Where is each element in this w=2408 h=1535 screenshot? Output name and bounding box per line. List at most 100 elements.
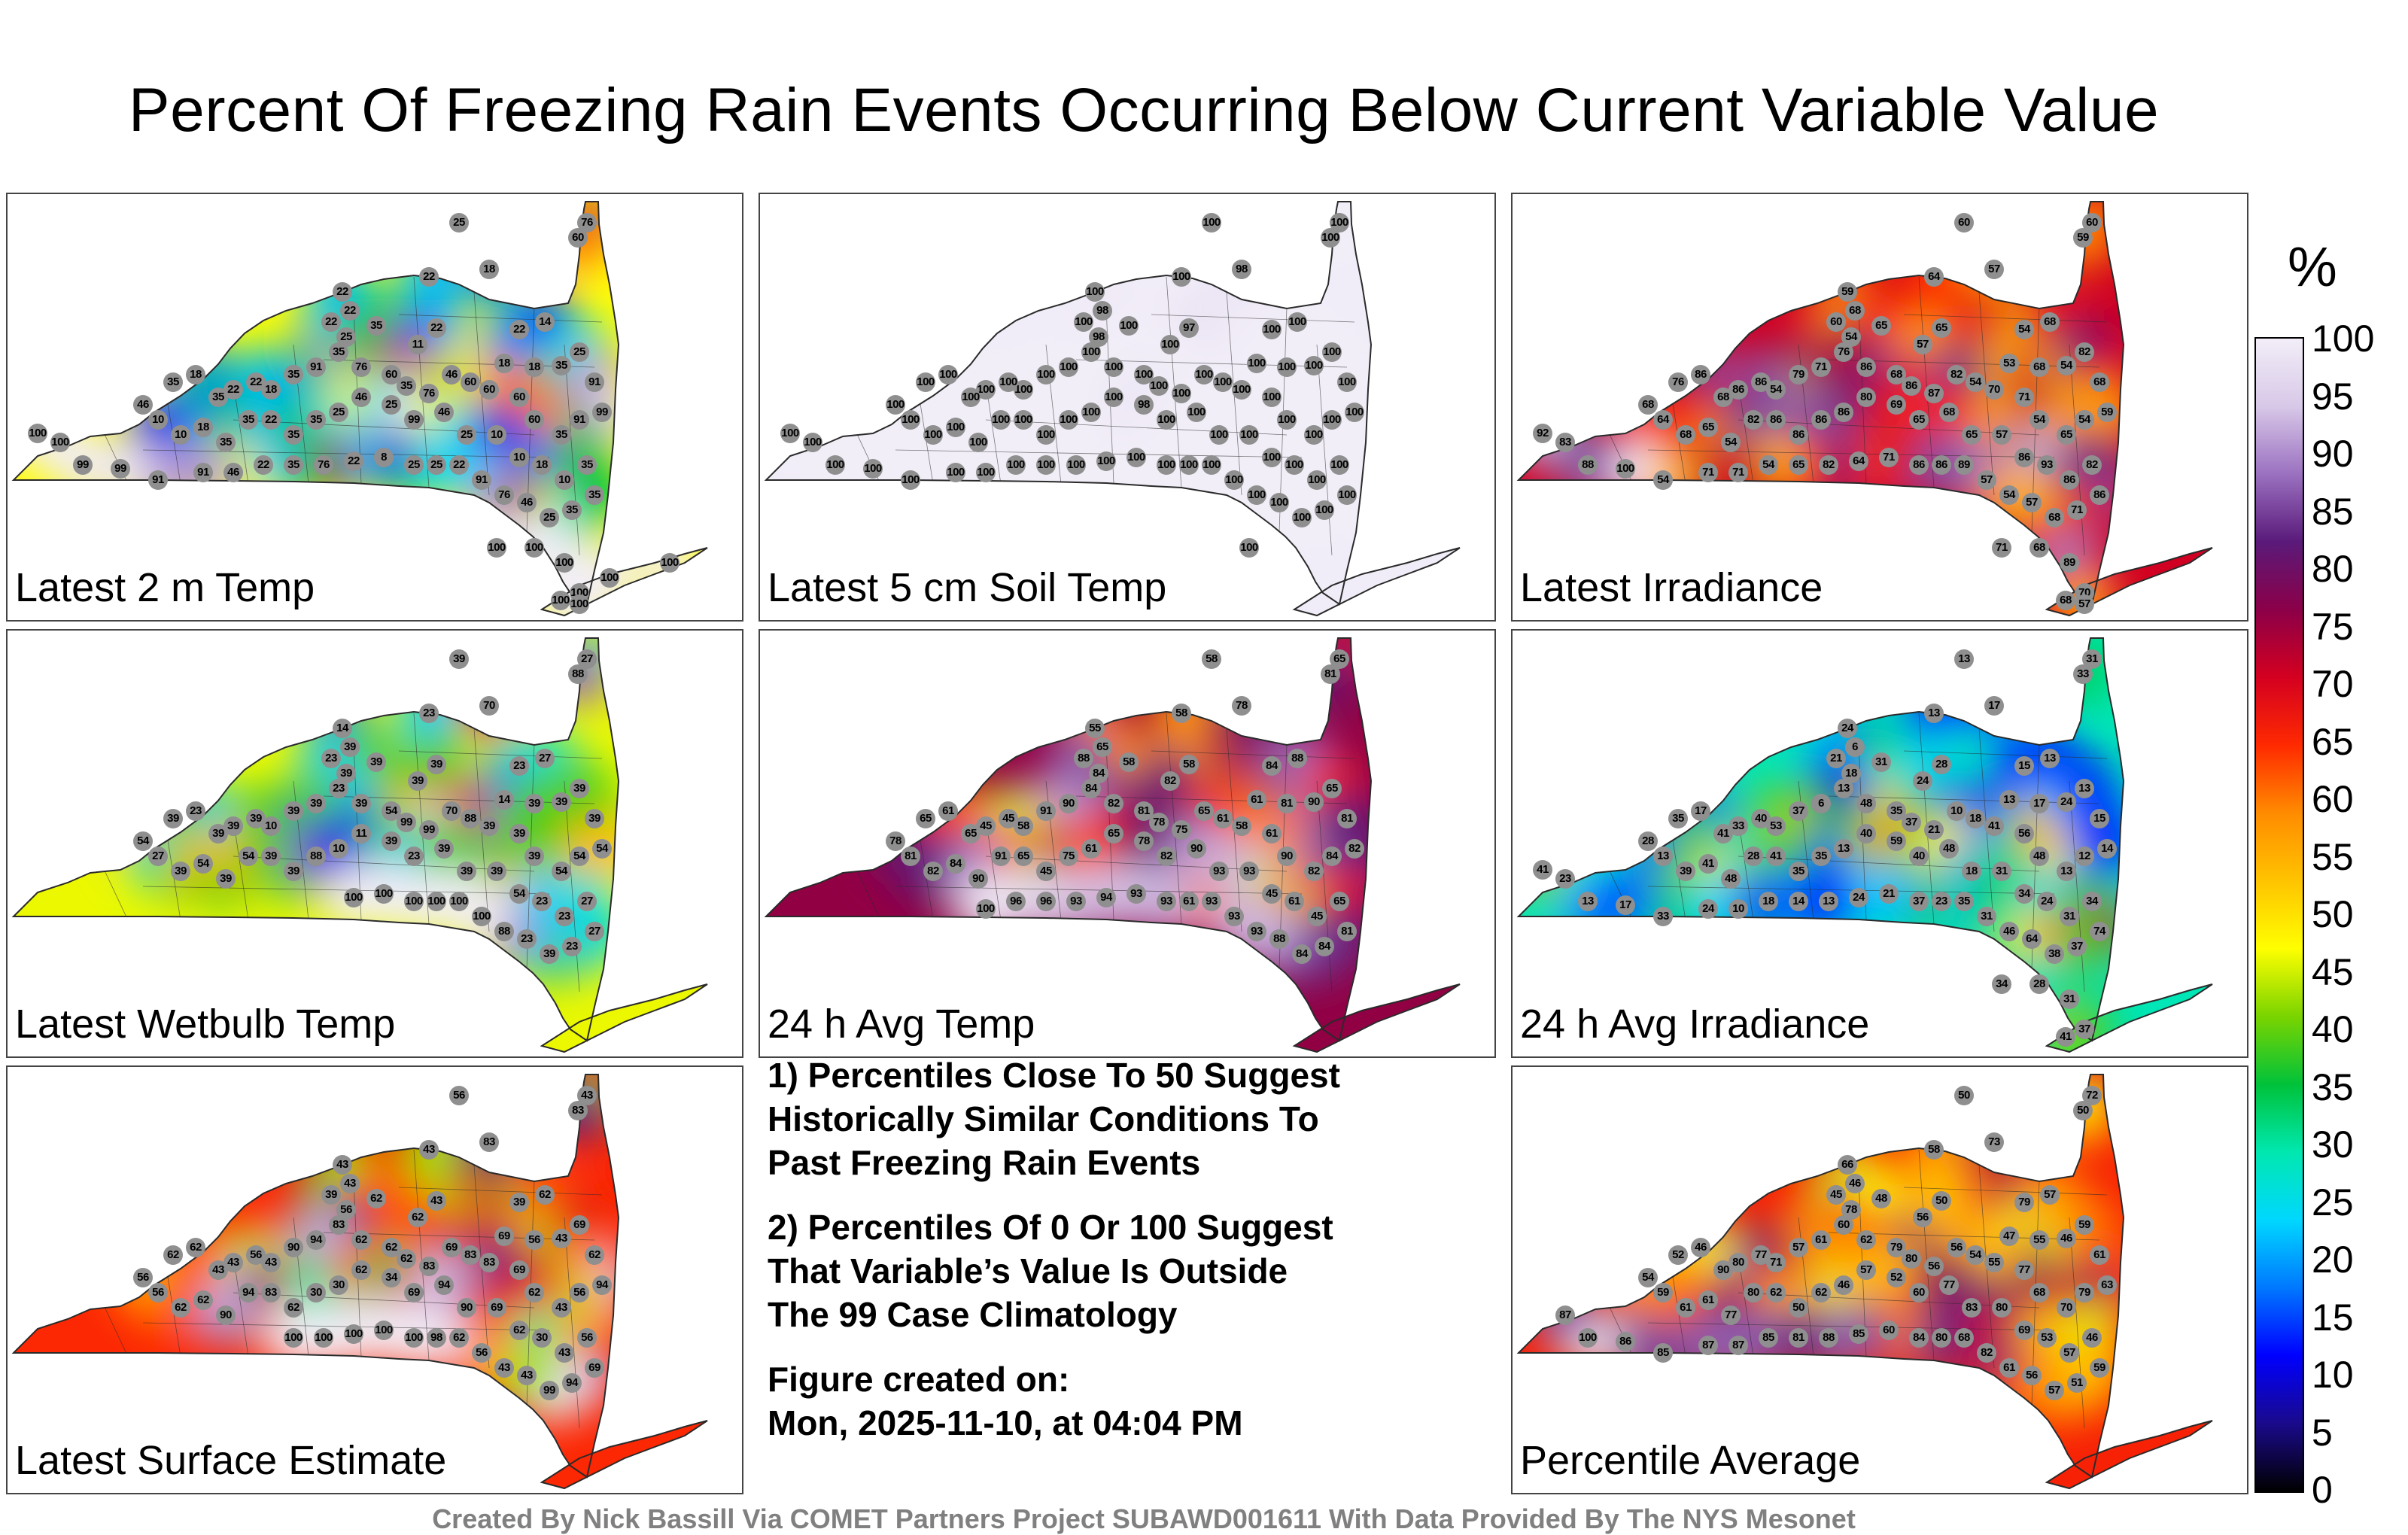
station-value: 61 (1698, 1290, 1718, 1310)
station-value: 100 (1059, 357, 1078, 377)
note-created-on: Figure created on: Mon, 2025-11-10, at 0… (768, 1357, 1475, 1445)
station-value: 87 (1728, 1336, 1748, 1355)
station-value: 85 (1759, 1328, 1778, 1348)
county-line (398, 1187, 603, 1196)
station-value: 94 (592, 1275, 612, 1295)
colorbar-tick: 100 (2312, 318, 2375, 360)
station-value: 68 (1845, 301, 1865, 321)
station-value: 39 (434, 839, 454, 859)
station-value: 100 (1262, 320, 1282, 339)
station-value: 35 (1789, 862, 1808, 881)
station-value: 14 (1789, 892, 1808, 911)
station-value: 22 (246, 372, 266, 392)
station-value: 54 (1638, 1268, 1658, 1287)
panel-label: Latest 2 m Temp (15, 565, 315, 610)
station-value: 70 (2057, 1298, 2076, 1318)
station-value: 62 (284, 1298, 303, 1318)
station-value: 100 (1172, 267, 1191, 287)
station-value: 62 (449, 1328, 469, 1348)
state-outline (764, 201, 1373, 606)
station-value: 46 (2082, 1328, 2102, 1348)
station-value: 13 (2075, 779, 2094, 798)
station-value: 87 (1698, 1336, 1718, 1355)
station-value: 23 (404, 847, 424, 866)
station-value: 100 (1292, 508, 1312, 527)
station-value: 48 (2029, 847, 2049, 866)
station-value: 52 (1887, 1268, 1906, 1287)
colorbar-tick: 20 (2312, 1239, 2354, 1281)
station-value: 98 (427, 1328, 446, 1348)
station-value: 100 (374, 1321, 394, 1340)
station-value: 100 (916, 372, 935, 392)
station-value: 58 (1232, 816, 1251, 836)
station-value: 77 (1939, 1275, 1959, 1295)
station-value: 46 (223, 463, 243, 482)
station-value: 100 (1321, 228, 1340, 248)
station-value: 98 (1093, 301, 1112, 321)
colorbar-tick: 60 (2312, 778, 2354, 820)
station-value: 59 (1838, 282, 1857, 302)
station-value: 6 (1811, 794, 1831, 813)
station-value: 68 (1954, 1328, 1974, 1348)
station-value: 35 (552, 356, 571, 375)
station-value: 84 (1292, 944, 1312, 964)
station-value: 100 (1232, 380, 1251, 400)
station-value: 25 (449, 213, 469, 233)
station-value: 90 (457, 1298, 476, 1318)
station-value: 71 (1992, 538, 2011, 558)
county-line (2069, 1217, 2085, 1429)
station-value: 92 (1533, 424, 1552, 443)
note-line: 1) Percentiles Close To 50 Suggest (768, 1056, 1340, 1095)
station-value: 39 (284, 862, 303, 881)
station-value: 65 (2057, 425, 2076, 445)
station-value: 35 (329, 342, 348, 362)
station-value: 39 (366, 752, 386, 772)
long-island-outline (2045, 547, 2213, 617)
station-value: 39 (552, 792, 571, 812)
station-value: 31 (1992, 862, 2011, 881)
station-value: 50 (1789, 1298, 1808, 1318)
station-value: 100 (344, 888, 363, 907)
panel-label: Latest Irradiance (1520, 565, 1823, 610)
station-value: 100 (1134, 365, 1154, 385)
station-values-soil-temp: 100 100 100 98 100 100 98 100 98 100 97 100 100 100 10… (760, 194, 1494, 620)
station-value: 100 (1345, 403, 1364, 422)
station-value: 100 (1337, 372, 1357, 392)
station-value: 43 (419, 1140, 439, 1160)
station-value: 14 (494, 790, 514, 810)
station-value: 100 (1578, 1328, 1598, 1348)
station-value: 76 (1834, 342, 1853, 362)
station-value: 78 (1232, 696, 1251, 716)
station-value: 64 (1653, 410, 1673, 430)
station-value: 11 (351, 824, 371, 843)
station-value: 60 (461, 372, 480, 392)
station-value: 100 (901, 470, 920, 490)
note-line: Historically Similar Conditions To (768, 1099, 1319, 1138)
county-line (564, 780, 580, 992)
station-value: 22 (321, 312, 341, 332)
station-value: 21 (1924, 820, 1944, 840)
station-value: 83 (261, 1283, 281, 1302)
station-value: 100 (1036, 425, 1056, 445)
station-value: 60 (1909, 1283, 1929, 1302)
station-value: 46 (1999, 922, 2019, 941)
station-value: 54 (509, 884, 529, 904)
station-value: 60 (568, 228, 588, 248)
station-value: 57 (2040, 1185, 2060, 1205)
station-value: 25 (404, 455, 424, 475)
station-value: 60 (1834, 1215, 1853, 1235)
station-value: 65 (1871, 316, 1891, 336)
station-value: 78 (1149, 813, 1169, 832)
station-value: 22 (261, 410, 281, 430)
station-value: 35 (239, 410, 258, 430)
station-value: 59 (2090, 1358, 2109, 1378)
station-value: 62 (524, 1283, 544, 1302)
station-value: 14 (535, 312, 555, 332)
station-value: 45 (999, 809, 1018, 828)
station-value: 69 (442, 1238, 461, 1257)
station-value: 69 (404, 1283, 424, 1302)
station-value: 62 (366, 1189, 386, 1208)
station-value: 37 (2075, 1020, 2094, 1039)
station-value: 53 (1766, 816, 1786, 836)
station-value: 100 (968, 433, 988, 452)
